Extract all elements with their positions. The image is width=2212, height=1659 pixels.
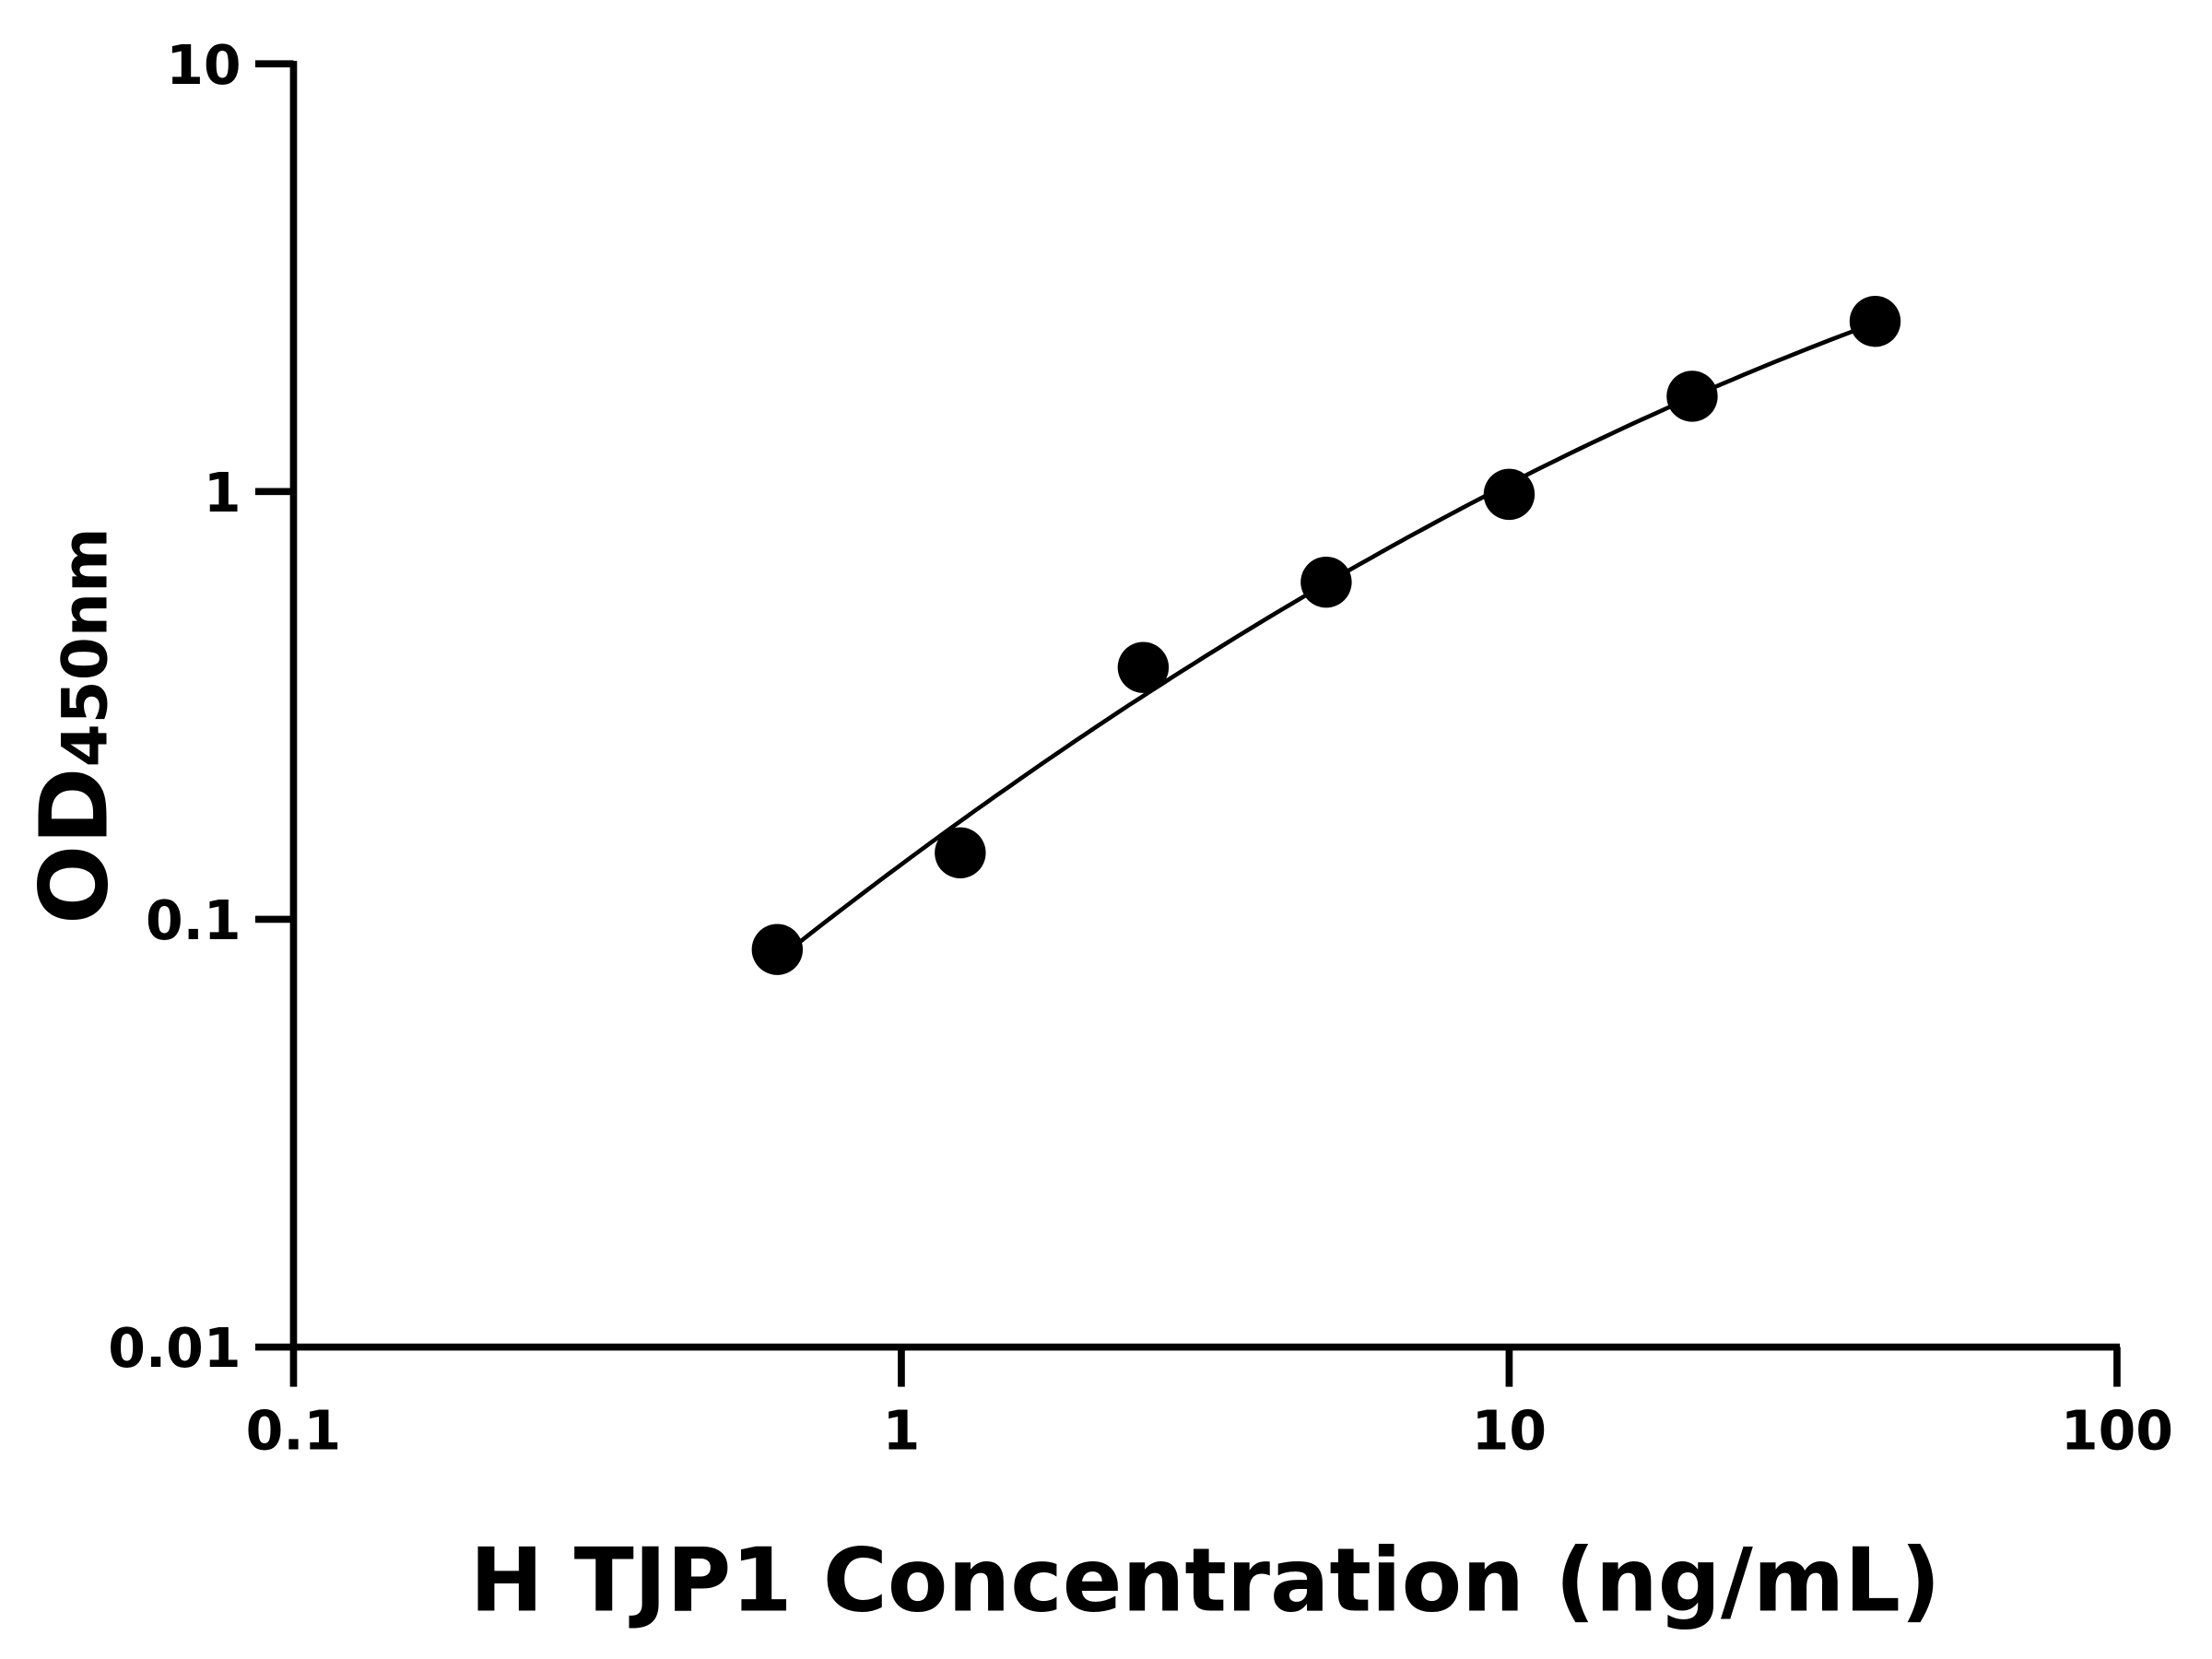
y-tick-label: 10 — [166, 34, 241, 97]
x-tick-label: 10 — [1472, 1399, 1547, 1462]
data-point — [1666, 371, 1718, 422]
y-axis-label: OD450nm — [19, 527, 128, 924]
x-tick-label: 1 — [883, 1399, 921, 1462]
x-tick-label: 0.1 — [246, 1399, 342, 1462]
data-point — [1117, 641, 1170, 693]
data-point — [1300, 556, 1352, 608]
y-tick-label: 0.01 — [108, 1317, 241, 1380]
x-axis-label: H TJP1 Concentration (ng/mL) — [470, 1530, 1941, 1632]
x-tick-label: 100 — [2061, 1399, 2173, 1462]
data-point — [751, 924, 804, 975]
data-point — [935, 827, 986, 879]
y-tick-label: 1 — [204, 462, 241, 524]
data-point — [1849, 295, 1901, 347]
data-point — [1483, 468, 1535, 521]
y-tick-label: 0.1 — [146, 889, 241, 952]
